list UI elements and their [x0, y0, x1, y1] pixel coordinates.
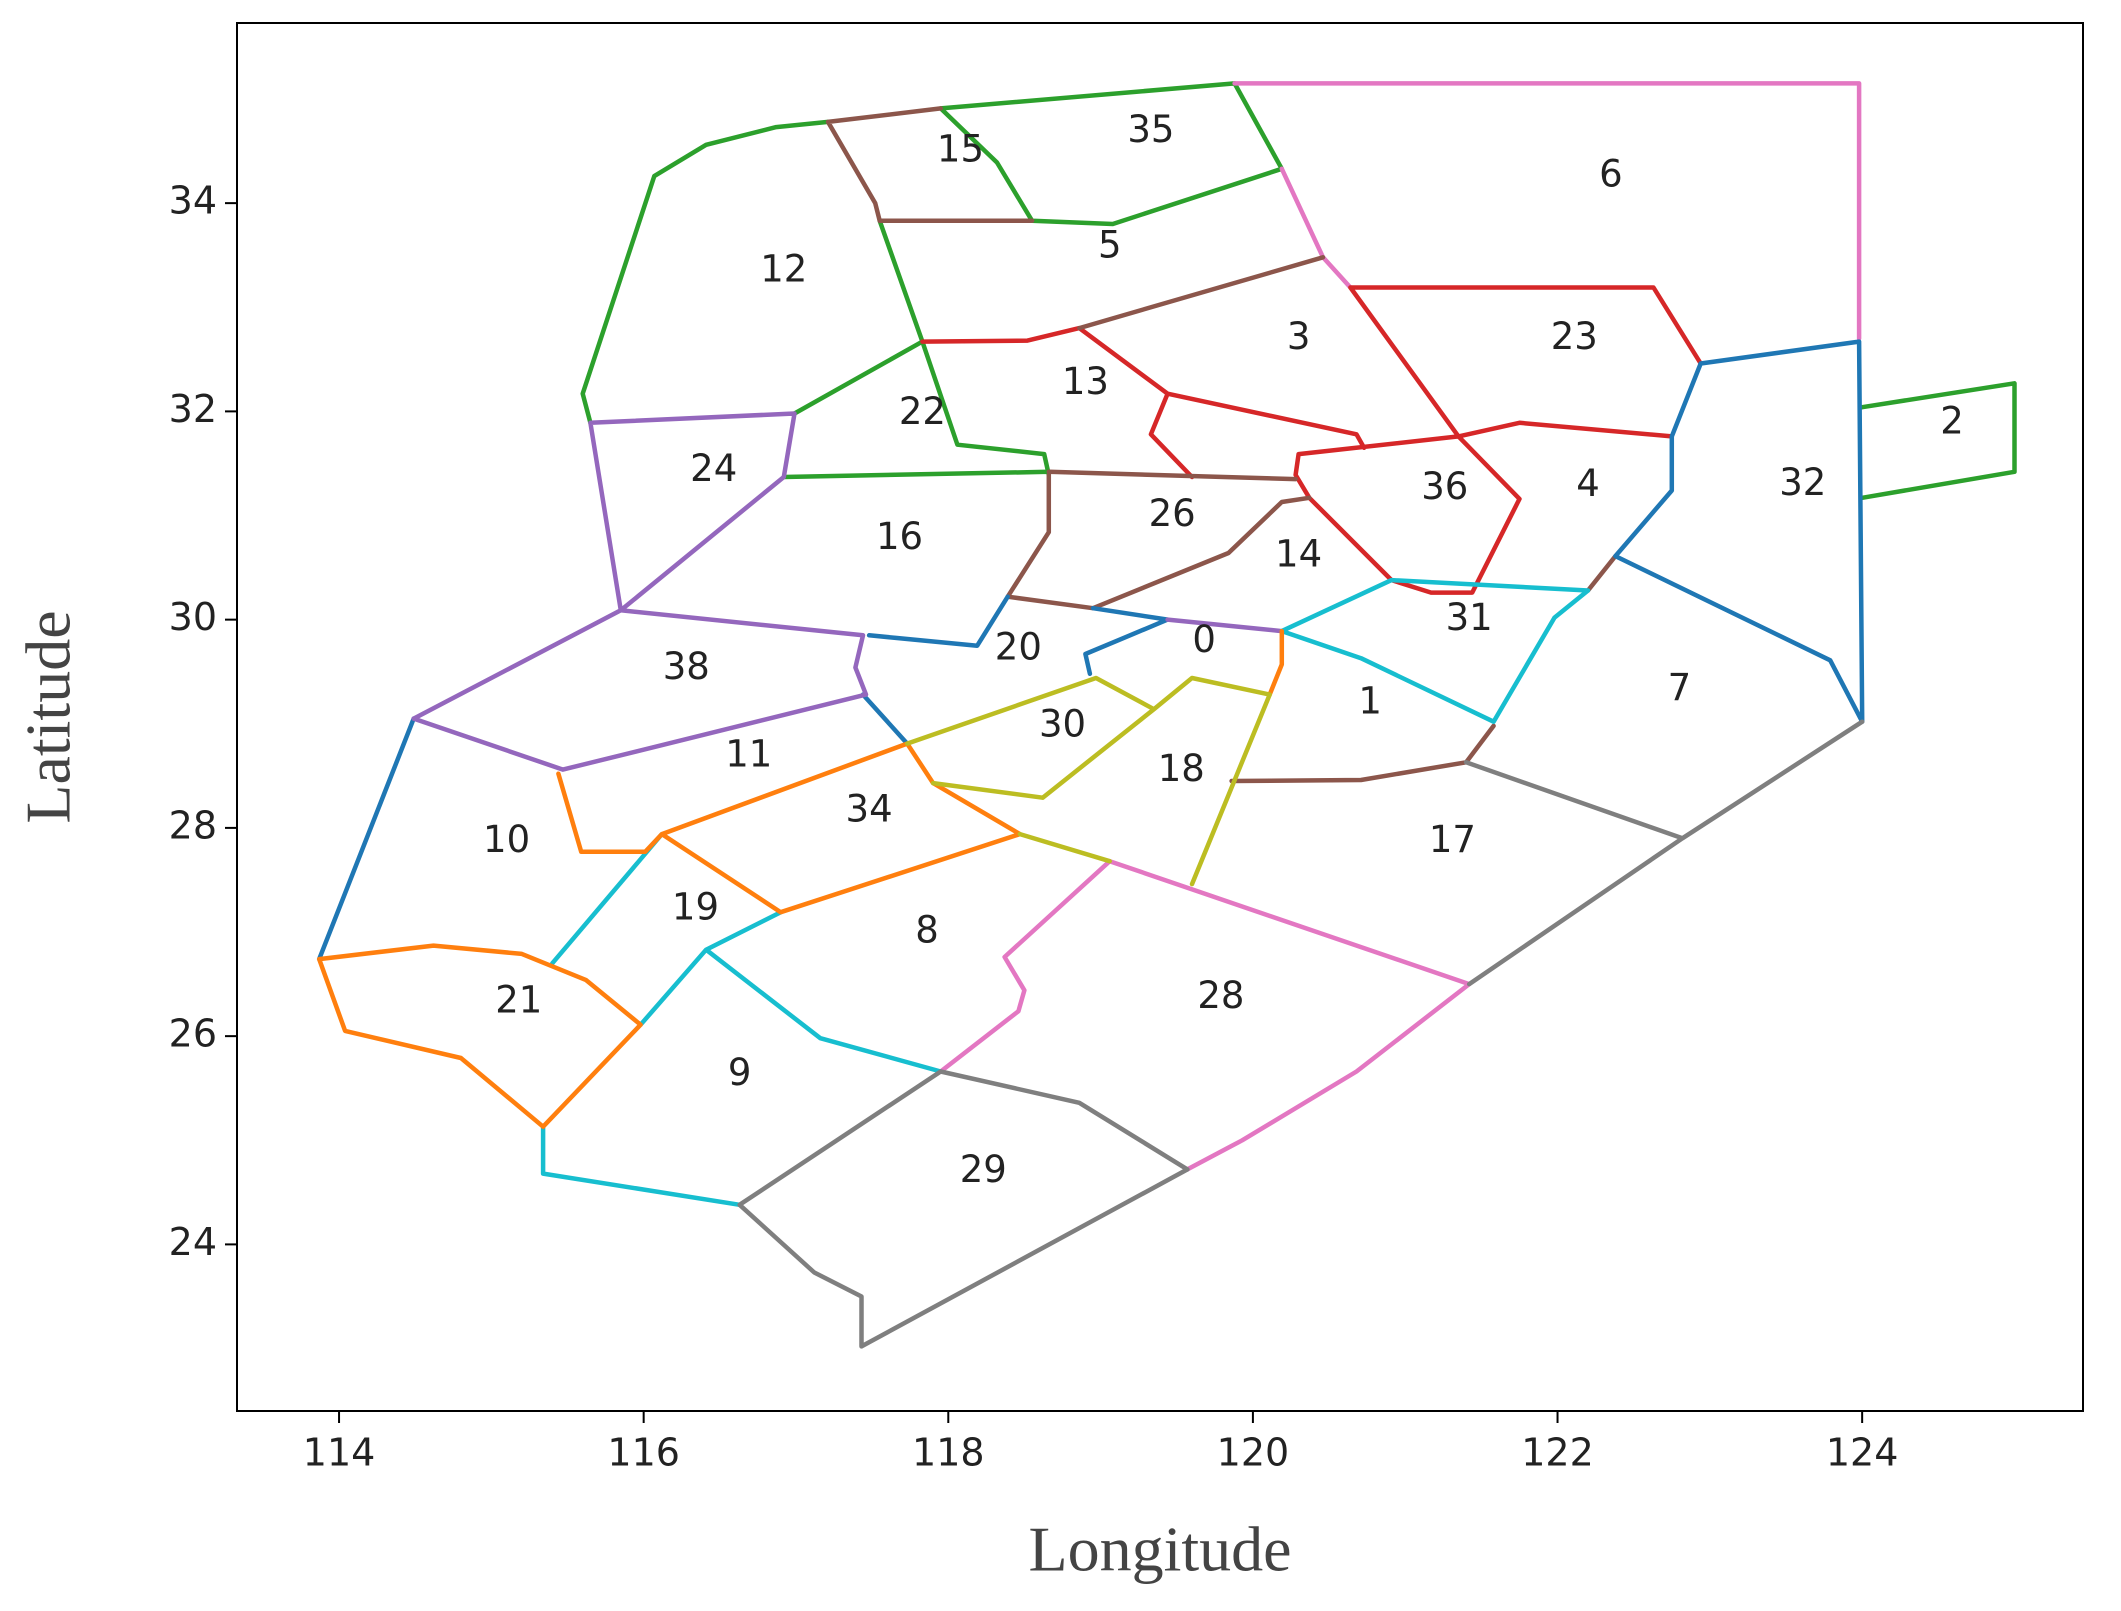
region-label: 35 [1127, 108, 1174, 151]
y-tick-label: 32 [169, 387, 217, 431]
x-tick-label: 116 [607, 1431, 680, 1475]
region-label: 28 [1197, 974, 1244, 1017]
plot-frame [236, 22, 2084, 1412]
boundary-line [938, 81, 1862, 1172]
region-label: 2 [1940, 399, 1964, 442]
region-label: 3 [1287, 315, 1311, 358]
region-label: 6 [1599, 153, 1623, 196]
region-label: 20 [995, 625, 1042, 668]
region-label: 14 [1275, 533, 1322, 576]
region-label: 12 [760, 247, 807, 290]
region-label: 11 [725, 733, 772, 776]
region-label: 4 [1576, 462, 1600, 505]
boundary-line [540, 577, 1591, 1208]
boundary-line [825, 106, 1618, 784]
region-label: 5 [1098, 223, 1122, 266]
region-label: 7 [1668, 666, 1692, 709]
region-label: 36 [1421, 465, 1468, 508]
boundary-line [580, 81, 2017, 501]
region-label: 34 [846, 788, 893, 831]
region-label: 31 [1446, 596, 1493, 639]
region-label: 18 [1158, 747, 1205, 790]
y-tick-label: 24 [169, 1220, 217, 1264]
y-tick-label: 28 [169, 803, 217, 847]
y-tick-label: 30 [169, 595, 217, 639]
x-tick-label: 122 [1521, 1431, 1594, 1475]
region-label: 32 [1779, 461, 1826, 504]
region-label: 23 [1551, 315, 1598, 358]
x-tick-label: 118 [912, 1431, 985, 1475]
region-label: 9 [728, 1051, 752, 1094]
y-tick-label: 26 [169, 1012, 217, 1056]
region-label: 19 [672, 886, 719, 929]
x-tick-label: 124 [1826, 1431, 1899, 1475]
region-label: 15 [937, 128, 984, 171]
boundary-line [316, 628, 1285, 1129]
region-label: 8 [915, 909, 939, 952]
region-label: 24 [690, 447, 737, 490]
region-label: 10 [483, 818, 530, 861]
region-label: 16 [876, 515, 923, 558]
region-label: 1 [1358, 679, 1382, 722]
x-tick-label: 120 [1217, 1431, 1290, 1475]
boundary-line [411, 411, 1285, 772]
y-tick-label: 34 [169, 179, 217, 223]
region-label: 29 [960, 1148, 1007, 1191]
x-tick-label: 114 [303, 1431, 376, 1475]
region-label: 38 [663, 645, 710, 688]
region-label: 0 [1192, 618, 1216, 661]
region-label: 22 [899, 390, 946, 433]
boundary-line [737, 719, 1865, 1349]
region-label: 26 [1149, 492, 1196, 535]
boundary-line [316, 339, 1865, 962]
boundary-line [920, 285, 1703, 595]
region-label: 30 [1039, 702, 1086, 745]
region-label: 17 [1429, 818, 1476, 861]
region-label: 13 [1062, 360, 1109, 403]
region-label: 21 [495, 978, 542, 1021]
x-axis-title: Longitude [1028, 1514, 1291, 1585]
boundary-line [904, 675, 1272, 887]
y-axis-title: Latitude [13, 610, 84, 823]
